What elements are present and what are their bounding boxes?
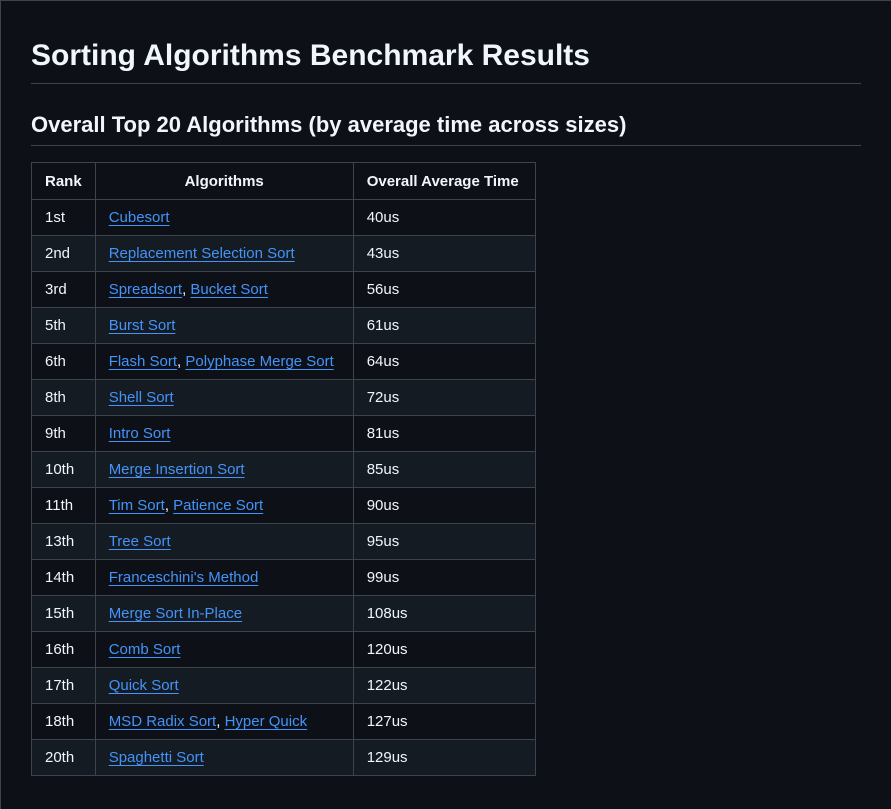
- rank-cell: 18th: [31, 703, 96, 740]
- title-divider: [31, 83, 861, 84]
- algorithms-cell: Tree Sort: [94, 523, 354, 560]
- rank-cell: 6th: [31, 343, 96, 380]
- algorithms-cell: Flash Sort, Polyphase Merge Sort: [94, 343, 354, 380]
- average-time-cell: 122us: [352, 667, 536, 704]
- algorithm-separator: ,: [216, 713, 225, 730]
- algorithms-cell: Comb Sort: [94, 631, 354, 668]
- average-time-cell: 81us: [352, 415, 536, 452]
- algorithm-link[interactable]: Tree Sort: [108, 533, 171, 550]
- algorithms-cell: Spreadsort, Bucket Sort: [94, 271, 354, 308]
- header-overall-average-time: Overall Average Time: [352, 162, 536, 200]
- section-divider: [31, 145, 861, 146]
- algorithm-link[interactable]: Hyper Quick: [224, 713, 308, 730]
- algorithm-link[interactable]: Spreadsort: [108, 281, 183, 298]
- rank-cell: 2nd: [31, 235, 96, 272]
- table-row: 13th Tree Sort 95us: [31, 523, 536, 560]
- table-row: 9th Intro Sort 81us: [31, 415, 536, 452]
- table-row: 1st Cubesort 40us: [31, 199, 536, 236]
- table-row: 18th MSD Radix Sort, Hyper Quick 127us: [31, 703, 536, 740]
- table-row: 3rd Spreadsort, Bucket Sort 56us: [31, 271, 536, 308]
- rank-cell: 15th: [31, 595, 96, 632]
- algorithm-link[interactable]: MSD Radix Sort: [108, 713, 217, 730]
- algorithms-cell: Merge Insertion Sort: [94, 451, 354, 488]
- average-time-cell: 56us: [352, 271, 536, 308]
- average-time-cell: 64us: [352, 343, 536, 380]
- algorithm-link[interactable]: Patience Sort: [173, 497, 264, 514]
- average-time-cell: 43us: [352, 235, 536, 272]
- average-time-cell: 85us: [352, 451, 536, 488]
- algorithms-cell: Burst Sort: [94, 307, 354, 344]
- section-heading: Overall Top 20 Algorithms (by average ti…: [31, 112, 627, 137]
- rank-cell: 1st: [31, 199, 96, 236]
- algorithm-link[interactable]: Intro Sort: [108, 425, 171, 442]
- table-header-row: Rank Algorithms Overall Average Time: [31, 162, 536, 200]
- rank-cell: 5th: [31, 307, 96, 344]
- table-row: 5th Burst Sort 61us: [31, 307, 536, 344]
- algorithm-separator: ,: [177, 353, 186, 370]
- algorithm-link[interactable]: Comb Sort: [108, 641, 181, 658]
- algorithm-link[interactable]: Quick Sort: [108, 677, 179, 694]
- rank-cell: 20th: [31, 739, 96, 776]
- rank-cell: 9th: [31, 415, 96, 452]
- rank-cell: 8th: [31, 379, 96, 416]
- algorithm-link[interactable]: Polyphase Merge Sort: [185, 353, 334, 370]
- algorithms-cell: Franceschini's Method: [94, 559, 354, 596]
- algorithms-cell: Quick Sort: [94, 667, 354, 704]
- rank-cell: 3rd: [31, 271, 96, 308]
- average-time-cell: 127us: [352, 703, 536, 740]
- algorithm-link[interactable]: Burst Sort: [108, 317, 176, 334]
- benchmark-table: Rank Algorithms Overall Average Time 1st…: [31, 162, 536, 776]
- table-row: 14th Franceschini's Method 99us: [31, 559, 536, 596]
- algorithms-cell: MSD Radix Sort, Hyper Quick: [94, 703, 354, 740]
- average-time-cell: 61us: [352, 307, 536, 344]
- algorithm-link[interactable]: Replacement Selection Sort: [108, 245, 295, 262]
- table-row: 11th Tim Sort, Patience Sort 90us: [31, 487, 536, 524]
- algorithm-link[interactable]: Franceschini's Method: [108, 569, 259, 586]
- table-body: 1st Cubesort 40us 2nd Replacement Selection …: [31, 199, 536, 776]
- rank-cell: 13th: [31, 523, 96, 560]
- algorithm-link[interactable]: Shell Sort: [108, 389, 174, 406]
- table-row: 8th Shell Sort 72us: [31, 379, 536, 416]
- table-row: 17th Quick Sort 122us: [31, 667, 536, 704]
- algorithms-cell: Spaghetti Sort: [94, 739, 354, 776]
- rank-cell: 17th: [31, 667, 96, 704]
- average-time-cell: 120us: [352, 631, 536, 668]
- header-algorithms: Algorithms: [94, 162, 354, 200]
- algorithm-link[interactable]: Cubesort: [108, 209, 170, 226]
- table-row: 15th Merge Sort In-Place 108us: [31, 595, 536, 632]
- algorithm-link[interactable]: Merge Insertion Sort: [108, 461, 245, 478]
- average-time-cell: 129us: [352, 739, 536, 776]
- table-row: 6th Flash Sort, Polyphase Merge Sort 64us: [31, 343, 536, 380]
- algorithms-cell: Intro Sort: [94, 415, 354, 452]
- algorithm-link[interactable]: Flash Sort: [108, 353, 178, 370]
- average-time-cell: 90us: [352, 487, 536, 524]
- algorithm-link[interactable]: Bucket Sort: [190, 281, 268, 298]
- table-row: 10th Merge Insertion Sort 85us: [31, 451, 536, 488]
- page-title: Sorting Algorithms Benchmark Results: [31, 39, 590, 72]
- table-row: 20th Spaghetti Sort 129us: [31, 739, 536, 776]
- average-time-cell: 95us: [352, 523, 536, 560]
- algorithm-link[interactable]: Spaghetti Sort: [108, 749, 204, 766]
- table-row: 2nd Replacement Selection Sort 43us: [31, 235, 536, 272]
- algorithm-separator: ,: [164, 497, 174, 514]
- rank-cell: 14th: [31, 559, 96, 596]
- algorithm-separator: ,: [182, 281, 191, 298]
- algorithm-link[interactable]: Merge Sort In-Place: [108, 605, 243, 622]
- algorithms-cell: Shell Sort: [94, 379, 354, 416]
- average-time-cell: 99us: [352, 559, 536, 596]
- average-time-cell: 40us: [352, 199, 536, 236]
- rank-cell: 11th: [31, 487, 96, 524]
- rank-cell: 10th: [31, 451, 96, 488]
- average-time-cell: 108us: [352, 595, 536, 632]
- algorithms-cell: Replacement Selection Sort: [94, 235, 354, 272]
- table-row: 16th Comb Sort 120us: [31, 631, 536, 668]
- algorithms-cell: Merge Sort In-Place: [94, 595, 354, 632]
- header-rank: Rank: [31, 162, 96, 200]
- algorithm-link[interactable]: Tim Sort: [108, 497, 165, 514]
- algorithms-cell: Tim Sort, Patience Sort: [94, 487, 354, 524]
- average-time-cell: 72us: [352, 379, 536, 416]
- rank-cell: 16th: [31, 631, 96, 668]
- algorithms-cell: Cubesort: [94, 199, 354, 236]
